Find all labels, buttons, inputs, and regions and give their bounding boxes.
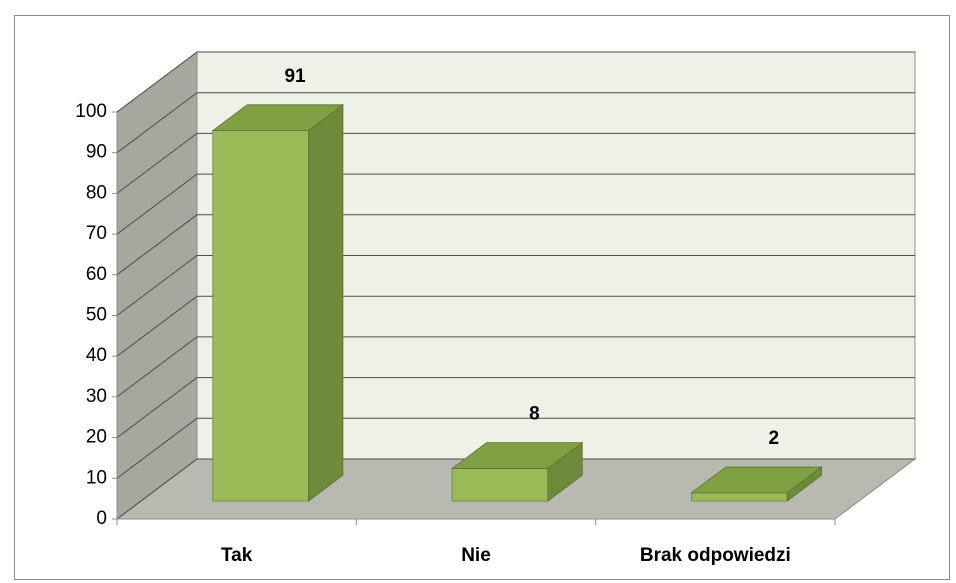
grid-line xyxy=(116,417,915,479)
bar-top xyxy=(211,104,345,132)
y-tick-label: 30 xyxy=(86,386,107,407)
grid-line xyxy=(116,132,915,194)
y-tick-label: 90 xyxy=(86,142,107,163)
grid-line xyxy=(116,173,915,235)
grid-line xyxy=(116,255,915,316)
data-label: 91 xyxy=(284,66,306,87)
y-tick-label: 20 xyxy=(86,427,107,448)
bar xyxy=(450,441,584,502)
plot: 0 10 20 30 40 50 60 70 80 90 100 Tak 91 Nie 8 Brak odpo… xyxy=(75,51,917,566)
data-label: 8 xyxy=(529,404,540,425)
x-tick-label: Nie xyxy=(461,545,491,566)
grid-line xyxy=(116,51,915,113)
y-tick-label: 80 xyxy=(86,182,107,203)
x-tick-label: Brak odpowiedzi xyxy=(640,545,791,566)
bar-front xyxy=(451,468,549,502)
y-tick-label: 0 xyxy=(96,508,107,529)
grid-line xyxy=(116,458,915,520)
grid-line xyxy=(116,295,915,357)
grid-line xyxy=(116,92,915,154)
bar-top xyxy=(450,442,584,469)
y-tick-label: 10 xyxy=(86,467,107,488)
bar-side xyxy=(308,104,344,502)
bar xyxy=(211,104,345,502)
y-tick-label: 70 xyxy=(86,223,107,244)
y-tick-label: 100 xyxy=(75,101,107,122)
bar-front xyxy=(691,492,788,502)
data-label: 2 xyxy=(768,428,779,449)
bar-front xyxy=(212,130,309,502)
bar xyxy=(690,466,823,502)
y-tick-label: 60 xyxy=(86,264,107,285)
grid-line xyxy=(116,214,915,276)
bar-top xyxy=(690,466,823,494)
grid-line xyxy=(116,377,915,439)
x-tick-label: Tak xyxy=(221,545,253,566)
y-tick-label: 40 xyxy=(86,345,107,366)
grid-line xyxy=(116,336,915,398)
y-tick-label: 50 xyxy=(86,305,107,326)
